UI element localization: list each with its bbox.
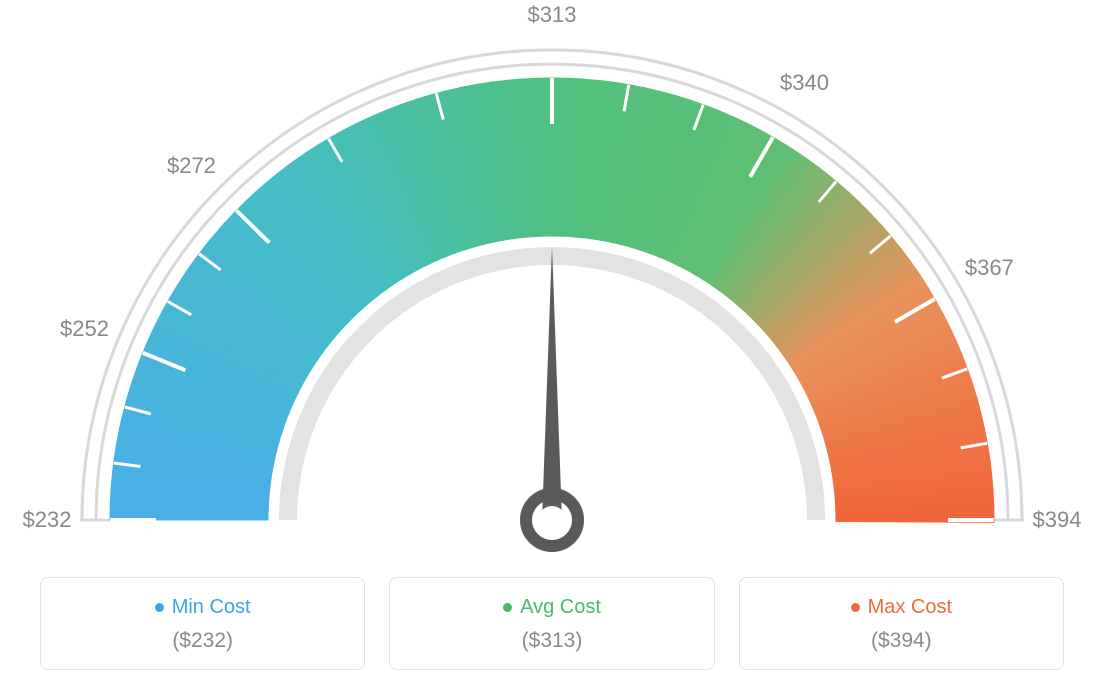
legend-label-max: Max Cost [868, 596, 952, 619]
gauge-tick-label: $272 [167, 153, 216, 179]
gauge-tick-label: $313 [528, 2, 577, 28]
legend-row: Min Cost ($232) Avg Cost ($313) Max Cost… [0, 577, 1104, 670]
legend-value-avg: ($313) [402, 629, 701, 653]
gauge-tick-label: $367 [965, 255, 1014, 281]
legend-card-avg: Avg Cost ($313) [389, 577, 714, 670]
legend-label-min: Min Cost [172, 596, 251, 619]
legend-title-min: Min Cost [155, 596, 251, 619]
gauge-chart: $232 $252 $272 $313 $340 $367 $394 [0, 0, 1104, 560]
legend-title-max: Max Cost [851, 596, 952, 619]
legend-dot-max [851, 603, 860, 612]
gauge-tick-label: $232 [23, 507, 72, 533]
legend-value-min: ($232) [53, 629, 352, 653]
legend-card-min: Min Cost ($232) [40, 577, 365, 670]
gauge-tick-label: $252 [60, 316, 109, 342]
gauge-tick-label: $340 [780, 70, 829, 96]
gauge-tick-label: $394 [1033, 507, 1082, 533]
legend-card-max: Max Cost ($394) [739, 577, 1064, 670]
gauge-svg [0, 0, 1104, 560]
legend-label-avg: Avg Cost [520, 596, 601, 619]
legend-dot-avg [503, 603, 512, 612]
legend-value-max: ($394) [752, 629, 1051, 653]
legend-title-avg: Avg Cost [503, 596, 601, 619]
legend-dot-min [155, 603, 164, 612]
